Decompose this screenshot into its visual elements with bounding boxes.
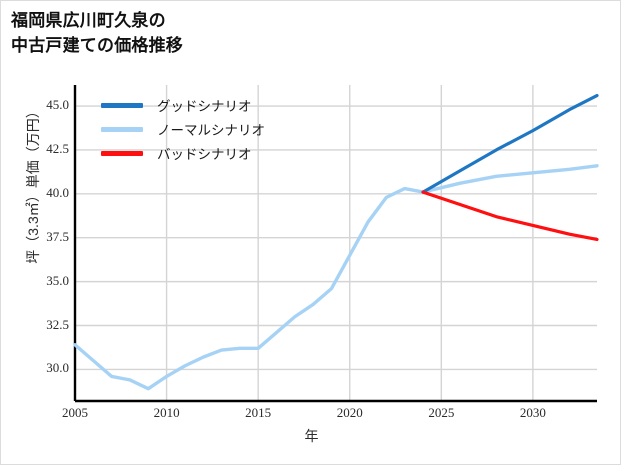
y-axis-tick-label: 45.0 <box>46 97 69 113</box>
chart-title: 福岡県広川町久泉の 中古戸建ての価格推移 <box>11 11 183 55</box>
y-axis-tick-label: 32.5 <box>46 316 69 332</box>
series-line-normal <box>73 164 599 391</box>
y-axis-tick-label: 37.5 <box>46 228 69 244</box>
series-line-bad <box>421 190 599 242</box>
legend-item-label: グッドシナリオ <box>157 99 252 114</box>
legend-item[interactable]: バッドシナリオ <box>101 141 265 165</box>
x-axis-tick-label: 2015 <box>245 405 272 420</box>
legend-color-swatch <box>101 102 143 108</box>
plot-background <box>75 85 597 401</box>
y-axis-title: 坪（3.3㎡）単価（万円） <box>25 104 41 264</box>
legend-item-label: バッドシナリオ <box>157 147 252 162</box>
x-axis-tick-label: 2005 <box>62 405 88 420</box>
series-line-good <box>421 93 599 194</box>
x-axis-tick-label: 2025 <box>428 405 455 420</box>
legend-item-label: ノーマルシナリオ <box>157 123 265 138</box>
x-axis-title: 年 <box>304 428 319 444</box>
x-axis-tick-label: 2030 <box>519 405 546 420</box>
y-axis-tick-label: 42.5 <box>46 140 69 156</box>
chart-legend: グッドシナリオ ノーマルシナリオ バッドシナリオ <box>101 93 265 165</box>
y-axis-tick-label: 35.0 <box>46 272 69 288</box>
legend-item[interactable]: グッドシナリオ <box>101 93 265 117</box>
y-axis-tick-label: 40.0 <box>46 184 69 200</box>
legend-item[interactable]: ノーマルシナリオ <box>101 117 265 141</box>
legend-color-swatch <box>101 150 143 156</box>
y-axis-tick-labels: 30.0 32.5 35.0 37.5 40.0 42.5 45.0 <box>19 1 69 464</box>
x-axis-tick-label: 2010 <box>153 405 180 420</box>
y-axis-tick-label: 30.0 <box>46 360 69 376</box>
legend-color-swatch <box>101 126 143 132</box>
x-axis-tick-label: 2020 <box>336 405 363 420</box>
